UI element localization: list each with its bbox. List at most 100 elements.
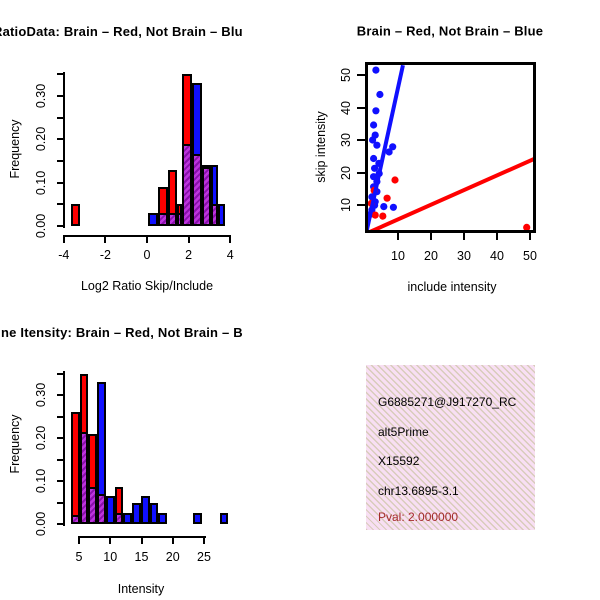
x-axis-tick [109, 538, 112, 544]
hist-bar-red [71, 204, 81, 226]
y-axis-tick [57, 458, 63, 461]
x-axis-tick [171, 538, 174, 544]
hist-ratio-title: RatioData: Brain – Red, Not Brain – Blu [0, 24, 243, 39]
y-axis-tick [57, 437, 63, 439]
scatter-xlabel: include intensity [407, 280, 497, 294]
scatter-point-not-brain [371, 164, 379, 172]
y-axis-tick [357, 171, 365, 174]
hist-bar-overlap [114, 513, 124, 524]
scatter-point-not-brain [389, 143, 397, 151]
y-axis-line [63, 371, 65, 526]
y-tick-label: 0.10 [34, 468, 48, 494]
y-axis-tick [57, 372, 63, 375]
x-axis-tick [463, 233, 465, 240]
info-line-locus: chr13.6895-3.1 [378, 484, 459, 498]
info-box: G6885271@J917270_RC alt5Prime X15592 chr… [366, 365, 535, 530]
hist-bar-blue [158, 513, 168, 524]
scatter-point-brain [523, 223, 531, 230]
x-tick-label: 2 [185, 248, 193, 262]
y-tick-label: 10 [339, 198, 353, 212]
scatter-point-not-brain [370, 121, 378, 129]
hist-bar-overlap [158, 212, 168, 226]
hist-bar-overlap [201, 167, 212, 226]
hist-intensity-title: ne Itensity: Brain – Red, Not Brain – B [1, 325, 243, 340]
info-line-accession: X15592 [378, 454, 420, 468]
y-axis-tick [57, 415, 63, 418]
x-axis-line [63, 235, 231, 237]
hist-bar-overlap [181, 143, 192, 226]
x-axis-tick [397, 233, 399, 240]
y-tick-label: 0.20 [34, 425, 48, 451]
y-axis-tick [57, 116, 63, 119]
hist-bar-blue [149, 502, 159, 524]
y-axis-tick [57, 203, 63, 206]
hist-ratio-xlabel: Log2 Ratio Skip/Include [80, 279, 214, 293]
x-tick-label: 4 [226, 248, 234, 262]
fit-line-red [369, 157, 533, 230]
y-axis-tick [57, 225, 63, 227]
x-tick-label: -4 [58, 248, 70, 262]
x-tick-label: 5 [75, 550, 83, 564]
scatter-point-not-brain [372, 107, 380, 115]
hist-bar-overlap [88, 487, 98, 524]
hist-bar-blue [193, 513, 203, 524]
x-tick-label: 30 [457, 249, 471, 263]
y-tick-label: 0.30 [34, 83, 48, 108]
x-tick-label: 15 [134, 550, 149, 564]
y-tick-label: 0.20 [34, 127, 48, 152]
x-tick-label: 10 [391, 249, 405, 263]
scatter-ylabel: skip intensity [314, 111, 328, 183]
hist-bar-blue [219, 513, 229, 524]
scatter-point-not-brain [380, 203, 388, 211]
x-axis-tick [187, 237, 190, 243]
scatter-point-not-brain [372, 66, 380, 74]
scatter-point-brain [391, 176, 399, 184]
hist-bar-blue [123, 513, 133, 524]
x-axis-tick [104, 237, 107, 243]
hist-bar-overlap [97, 493, 106, 524]
y-tick-label: 0.10 [34, 170, 48, 195]
scatter-point-not-brain [376, 90, 384, 99]
y-axis-tick [57, 181, 63, 184]
scatter-point-not-brain [389, 203, 397, 211]
x-axis-tick [140, 538, 143, 544]
info-line-probe-id: G6885271@J917270_RC [378, 395, 517, 409]
y-axis-tick [357, 139, 365, 141]
x-axis-tick [529, 233, 531, 240]
scatter-point-not-brain [369, 136, 377, 144]
y-tick-label: 0.30 [34, 382, 48, 408]
x-axis-tick [229, 237, 232, 243]
x-axis-tick [62, 237, 65, 243]
y-axis-tick [57, 523, 63, 525]
hist-intensity-ylabel: Frequency [8, 414, 22, 474]
x-tick-label: 20 [165, 550, 180, 564]
y-axis-tick [57, 394, 63, 396]
scatter-point-brain [371, 211, 379, 219]
info-line-splice-type: alt5Prime [378, 425, 429, 439]
x-axis-tick [496, 233, 498, 240]
x-tick-label: 25 [197, 550, 211, 564]
hist-bar-blue [132, 502, 141, 524]
hist-intensity-xlabel: Intensity [117, 582, 165, 596]
scatter-point-brain [383, 194, 391, 202]
hist-bar-blue [140, 496, 150, 524]
hist-bar-overlap [211, 204, 219, 226]
y-axis-tick [357, 74, 365, 76]
y-tick-label: 20 [339, 165, 353, 180]
x-axis-tick [146, 237, 148, 243]
scatter-plot-box [365, 62, 536, 233]
hist-ratio-ylabel: Frequency [8, 119, 22, 179]
hist-bar-overlap [191, 154, 202, 226]
y-tick-label: 0.00 [34, 511, 48, 537]
x-axis-tick [203, 538, 205, 544]
x-tick-label: 40 [490, 249, 504, 263]
hist-bar-overlap [167, 212, 178, 226]
y-axis-tick [57, 480, 63, 482]
y-axis-tick [57, 94, 63, 97]
x-axis-line [78, 536, 206, 538]
hist-bar-red [70, 412, 80, 524]
hist-bar-overlap [79, 431, 89, 524]
hist-bar-blue [105, 496, 115, 524]
y-axis-line [63, 72, 65, 228]
scatter-point-not-brain [385, 148, 393, 156]
